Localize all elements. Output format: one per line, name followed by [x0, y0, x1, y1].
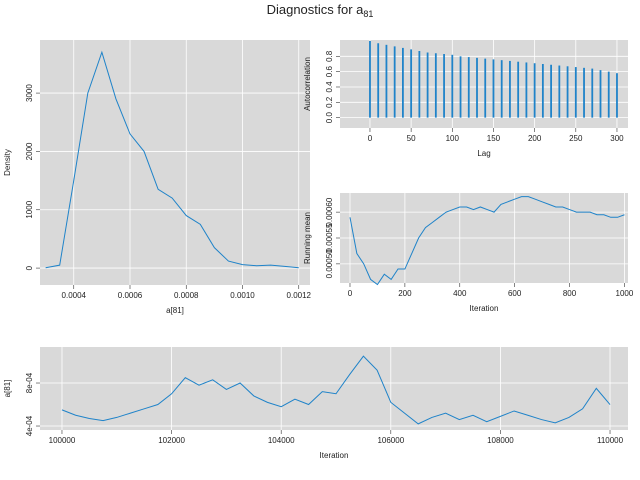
x-tick-label: 0.0004 [62, 291, 87, 300]
panel: 0.0004 0.0006 0.0008 0.0010 0.0012 0 1000 2000 3… [3, 40, 312, 315]
x-tick-label: 200 [528, 134, 542, 143]
x-tick-label: 0.0006 [118, 291, 143, 300]
x-tick-label: 50 [407, 134, 416, 143]
panel: 0 50 100 150 200 250 300 0.0 0.2 0.4 0.6 0.8 Lag Auto… [303, 40, 628, 158]
x-tick-label: 0.0010 [230, 291, 255, 300]
figure-title: Diagnostics for a81 [267, 2, 374, 19]
y-tick-label: 3000 [25, 84, 34, 102]
x-tick-label: 104000 [268, 436, 295, 445]
x-axis-label: Lag [477, 149, 490, 158]
x-tick-label: 200 [398, 289, 412, 298]
y-tick-label: 0.00060 [325, 197, 334, 226]
plot-background [40, 347, 628, 430]
y-tick-label: 0.8 [325, 50, 334, 62]
x-tick-label: 100000 [49, 436, 76, 445]
y-tick-label: 1000 [25, 200, 34, 218]
x-tick-label: 106000 [377, 436, 404, 445]
plot-background [340, 40, 628, 128]
data-line [61, 355, 611, 425]
x-tick-label: 102000 [158, 436, 185, 445]
y-tick-label: 0.00055 [325, 223, 334, 252]
y-tick-label: 2000 [25, 142, 34, 160]
x-axis-label: a[81] [166, 306, 184, 315]
x-tick-label: 110000 [597, 436, 624, 445]
x-tick-label: 0.0008 [174, 291, 199, 300]
y-tick-label: 0 [25, 265, 34, 270]
x-tick-label: 1000 [616, 289, 634, 298]
x-tick-label: 150 [487, 134, 501, 143]
x-tick-label: 0 [368, 134, 373, 143]
y-axis-label: a[81] [3, 380, 12, 398]
data-line [349, 196, 625, 286]
y-axis-label: Running mean [303, 212, 312, 264]
y-axis-label: Density [3, 149, 12, 176]
y-axis-label: Autocorrelation [303, 57, 312, 111]
x-tick-label: 800 [563, 289, 577, 298]
x-tick-label: 0 [348, 289, 353, 298]
title-subscript: 81 [363, 9, 373, 19]
x-tick-label: 108000 [487, 436, 514, 445]
x-tick-label: 600 [508, 289, 522, 298]
x-tick-label: 300 [610, 134, 624, 143]
y-tick-label: 0.00050 [325, 249, 334, 278]
x-tick-label: 100 [446, 134, 460, 143]
panel: 100000 102000 104000 106000 108000 110000 4e-0… [3, 347, 628, 460]
data-line [45, 50, 299, 269]
x-tick-label: 400 [453, 289, 467, 298]
y-tick-label: 0.4 [325, 81, 334, 93]
title-text: Diagnostics for a [267, 2, 365, 17]
x-axis-label: Iteration [470, 304, 499, 313]
y-tick-label: 4e-04 [25, 415, 34, 436]
y-tick-label: 0.2 [325, 96, 334, 108]
x-tick-label: 250 [569, 134, 583, 143]
y-tick-label: 0.6 [325, 66, 334, 78]
y-tick-label: 0.0 [325, 112, 334, 124]
y-tick-label: 8e-04 [25, 372, 34, 393]
x-tick-label: 0.0012 [287, 291, 312, 300]
x-axis-label: Iteration [320, 451, 349, 460]
plot-background [40, 40, 310, 285]
